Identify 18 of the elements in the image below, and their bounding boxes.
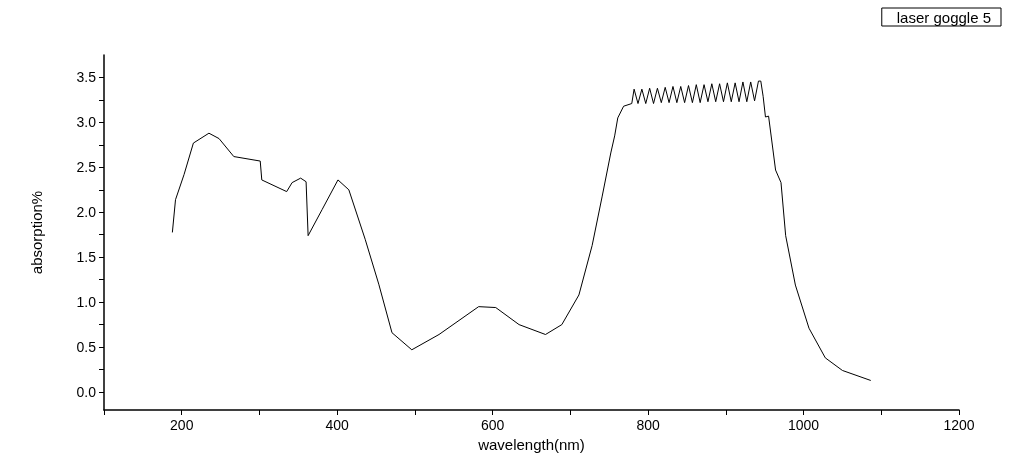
y-tick-label: 3.5 [76, 69, 97, 86]
y-tick-label: 2.0 [76, 204, 97, 221]
y-tick-label: 2.5 [76, 159, 97, 176]
line-series [171, 80, 871, 381]
x-tick-label: 1000 [787, 417, 820, 433]
y-tick-label: 3.0 [76, 114, 97, 131]
y-tick-label: 0.5 [76, 339, 97, 356]
text: laser goggle 5 [896, 9, 991, 26]
x-tick-label: 1200 [943, 417, 975, 433]
x-tick-label: 200 [170, 417, 194, 433]
y-tick-label: 0.0 [76, 384, 97, 401]
x-tick-label: 600 [480, 417, 505, 433]
y-axis-title: absorption% [28, 190, 45, 275]
x-tick-label: 400 [325, 417, 350, 433]
x-axis-title: wavelength(nm) [477, 435, 585, 453]
y-tick-label: 1.5 [76, 249, 97, 266]
y-tick-label: 1.0 [76, 294, 97, 311]
x-tick-label: 800 [636, 417, 660, 433]
